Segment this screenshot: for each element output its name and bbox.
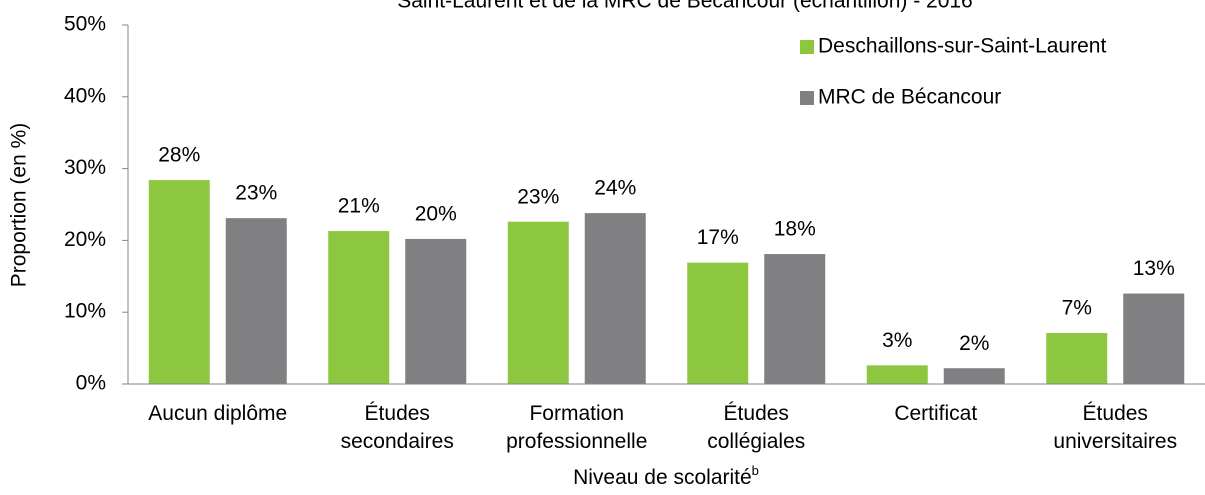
bar	[866, 365, 928, 384]
x-tick-label: Aucun diplôme	[148, 402, 287, 425]
x-axis-label-sup: b	[752, 463, 759, 478]
legend-swatch	[800, 91, 814, 105]
legend-label: MRC de Bécancour	[818, 86, 1001, 109]
x-tick-label-line: Formation	[529, 402, 624, 425]
x-tick-label-line: universitaires	[1053, 430, 1177, 453]
bar	[507, 221, 569, 384]
bar	[584, 213, 646, 384]
x-tick-label-line: Études	[365, 402, 430, 425]
bar	[328, 231, 390, 384]
value-label: 3%	[882, 329, 912, 352]
legend-label: Deschaillons-sur-Saint-Laurent	[818, 35, 1106, 58]
y-tick-label: 20%	[64, 228, 106, 251]
bar	[148, 180, 210, 384]
y-tick-label: 30%	[64, 156, 106, 179]
x-tick-label-line: professionnelle	[506, 430, 647, 453]
bar	[225, 218, 287, 384]
x-tick-label: Études collégiales	[707, 402, 805, 453]
value-label: 28%	[158, 144, 200, 167]
y-tick-label: 40%	[64, 84, 106, 107]
y-tick-label: 10%	[64, 300, 106, 323]
bar	[687, 262, 749, 384]
y-tick-label: 0%	[76, 372, 106, 395]
chart-title: Saint-Laurent et de la MRC de Bécancour …	[397, 0, 973, 13]
value-label: 17%	[697, 226, 739, 249]
y-axis-label: Proportion (en %)	[8, 123, 31, 288]
bar	[943, 368, 1005, 384]
x-axis-label-text: Niveau de scolarité	[573, 466, 752, 489]
bar	[764, 254, 826, 384]
x-tick-label-line: Études	[724, 402, 789, 425]
value-label: 23%	[235, 182, 277, 205]
x-tick-label: Formation professionnelle	[506, 402, 647, 453]
value-label: 24%	[594, 177, 636, 200]
value-label: 23%	[517, 185, 559, 208]
bar	[1123, 293, 1185, 384]
x-tick-label: Études universitaires	[1053, 402, 1177, 453]
value-label: 13%	[1133, 257, 1175, 280]
y-tick-label: 50%	[64, 13, 106, 36]
x-tick-label-line: Études	[1083, 402, 1148, 425]
value-label: 20%	[415, 203, 457, 226]
x-tick-label-line: secondaires	[341, 430, 454, 453]
x-tick-label: Études secondaires	[341, 402, 454, 453]
bar	[1046, 333, 1108, 384]
x-tick-label: Certificat	[894, 402, 977, 425]
x-tick-label-line: Aucun diplôme	[148, 402, 287, 425]
x-tick-label-line: Certificat	[894, 402, 977, 425]
x-axis-label: Niveau de scolaritéb	[573, 463, 759, 488]
x-tick-label-line: collégiales	[707, 430, 805, 453]
bar	[405, 238, 467, 384]
value-label: 21%	[338, 195, 380, 218]
legend-swatch	[800, 40, 814, 54]
value-label: 18%	[774, 218, 816, 241]
value-label: 2%	[959, 332, 989, 355]
value-label: 7%	[1062, 297, 1092, 320]
